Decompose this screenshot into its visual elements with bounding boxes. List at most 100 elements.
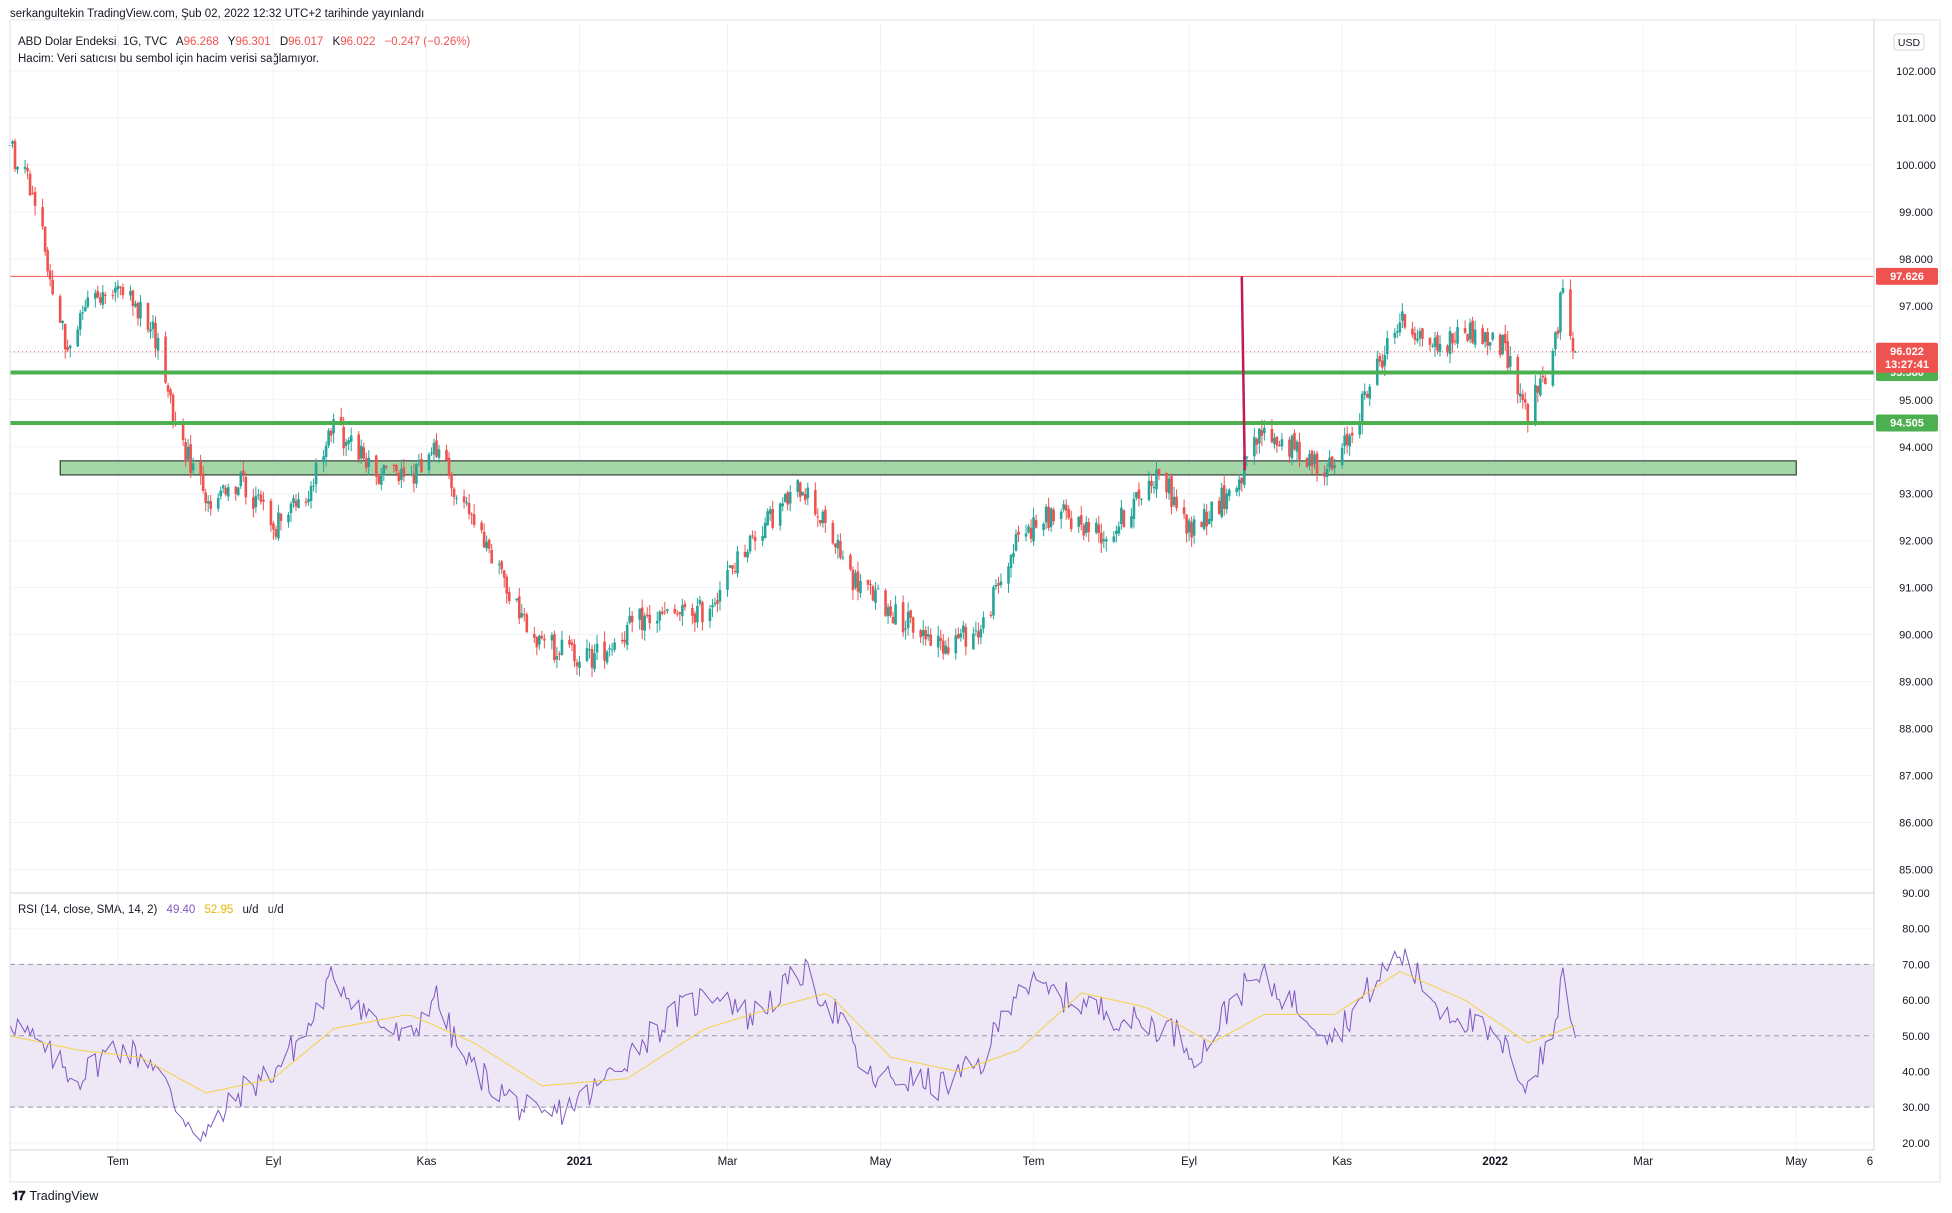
candle-body: [81, 312, 85, 314]
candle-body: [1172, 496, 1176, 506]
candle-body: [1034, 520, 1038, 528]
time-tick-label: Eyl: [1181, 1156, 1197, 1168]
candle-body: [889, 606, 892, 616]
last-price-label: 13:27:41: [1885, 359, 1929, 371]
candle-body: [520, 613, 524, 618]
candle-body: [731, 565, 734, 569]
candle-body: [116, 285, 120, 290]
vertical-marker[interactable]: [1240, 276, 1247, 471]
candle-body: [289, 503, 293, 514]
candle-body: [788, 492, 792, 504]
candle-body: [121, 287, 125, 296]
candle-body: [505, 576, 509, 594]
candle-body: [1554, 332, 1557, 350]
time-tick-label: May: [870, 1156, 892, 1168]
candle-body: [655, 620, 659, 624]
candle-body: [1042, 523, 1045, 531]
candle-body: [131, 290, 135, 306]
candle-body: [645, 614, 649, 616]
candle-body: [1416, 338, 1419, 341]
support-zone[interactable]: [59, 460, 1797, 476]
candle-body: [1049, 508, 1053, 527]
candle-body: [595, 643, 599, 653]
symbol-label[interactable]: ABD Dolar Endeksi, 1G, TVC: [18, 36, 168, 48]
candle-body: [199, 461, 202, 475]
candle-body: [1210, 501, 1213, 521]
tradingview-logo[interactable]: 𝟏𝟕 TradingView: [12, 1188, 98, 1204]
low-value: 96.017: [288, 36, 324, 48]
candle-body: [1117, 526, 1121, 534]
support-price-label-bg: [1876, 414, 1938, 432]
support-zone-rect: [59, 460, 1797, 476]
candle-body: [377, 476, 381, 484]
candle-body: [1243, 456, 1246, 485]
chart-legend: ABD Dolar Endeksi, 1G, TVC A96.268 Y96.3…: [18, 34, 470, 68]
candle-body: [1436, 335, 1439, 351]
candle-body: [1323, 472, 1326, 477]
candle-body: [447, 457, 451, 476]
candle-body: [1551, 350, 1555, 386]
candle-body: [1084, 522, 1088, 533]
candle-body: [1421, 328, 1424, 339]
candle-body: [573, 644, 576, 662]
candle-body: [1260, 430, 1264, 436]
rsi-title[interactable]: RSI (14, close, SMA, 14, 2): [18, 904, 158, 916]
candle-body: [558, 653, 561, 655]
candle-body: [854, 572, 857, 588]
candle-body: [1069, 518, 1073, 529]
candle-body: [367, 457, 371, 467]
candle-body: [1328, 457, 1331, 468]
candle-body: [76, 329, 80, 347]
time-tick-label: Tem: [107, 1156, 129, 1168]
candle-body: [766, 511, 769, 526]
candle-body: [1067, 509, 1070, 518]
candle-body: [946, 647, 950, 654]
candle-body: [1556, 330, 1560, 335]
candle-body: [111, 295, 115, 297]
resistance-price-label-bg: [1876, 267, 1938, 285]
candle-body: [1446, 345, 1449, 353]
candle-body: [1506, 341, 1510, 369]
price-tick-label: 100.000: [1896, 160, 1936, 172]
candle-body: [1534, 384, 1537, 423]
candle-body: [1135, 491, 1138, 498]
candle-body: [1468, 322, 1472, 340]
candle-body: [1378, 355, 1382, 362]
time-tick-label: May: [1785, 1156, 1807, 1168]
candle-body: [585, 648, 589, 661]
candle-body: [1175, 496, 1178, 508]
candle-body: [856, 571, 860, 592]
candle-body: [1029, 527, 1033, 539]
candle-body: [588, 649, 591, 651]
candle-body: [834, 543, 837, 548]
candle-body: [1411, 328, 1414, 335]
publish-line: serkangultekin TradingView.com, Şub 02, …: [10, 8, 425, 20]
candle-body: [324, 445, 328, 458]
candle-body: [497, 563, 501, 565]
candle-body: [1345, 433, 1349, 446]
candle-body: [1032, 517, 1035, 542]
candle-body: [1365, 394, 1369, 398]
candle-body: [1132, 498, 1136, 519]
candle-body: [1122, 510, 1126, 527]
candle-body: [1483, 332, 1487, 342]
candle-body: [1431, 345, 1434, 347]
candle-body: [43, 227, 47, 252]
horizontal-levels[interactable]: [10, 275, 1874, 426]
candle-body: [814, 490, 817, 515]
candle-body: [1217, 500, 1221, 515]
candle-body: [184, 441, 187, 461]
candle-body: [836, 539, 840, 549]
candle-body: [1501, 334, 1505, 354]
candle-body: [1062, 504, 1065, 510]
candle-body: [252, 497, 255, 509]
candle-body: [1539, 378, 1542, 396]
candle-body: [437, 449, 441, 458]
candle-body: [623, 639, 626, 643]
candle-body: [876, 588, 880, 590]
candle-body: [663, 611, 667, 613]
candle-body: [1288, 439, 1291, 457]
last-price-label: 96.022: [1890, 346, 1924, 358]
candle-body: [1386, 338, 1389, 354]
